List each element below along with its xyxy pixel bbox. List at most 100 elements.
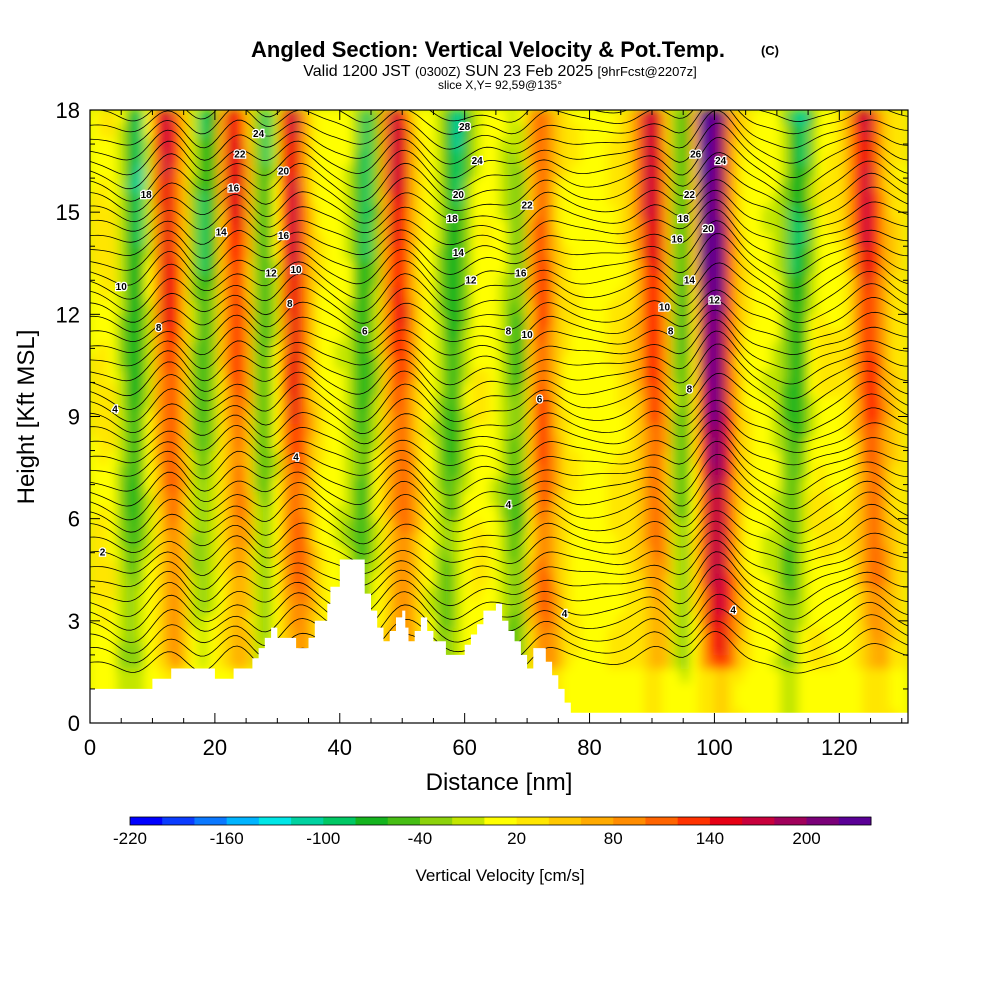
velocity-cell (734, 245, 745, 261)
velocity-cell (253, 272, 264, 288)
velocity-cell (843, 259, 854, 274)
velocity-cell (198, 191, 209, 206)
velocity-cell (643, 368, 655, 383)
velocity-cell (689, 477, 700, 492)
velocity-cell (707, 286, 718, 302)
velocity-cell (244, 123, 255, 138)
velocity-cell (889, 504, 900, 520)
velocity-cell (116, 368, 127, 383)
velocity-cell (843, 313, 854, 329)
velocity-cell (362, 531, 373, 547)
velocity-cell (725, 572, 736, 588)
velocity-cell (816, 354, 827, 370)
velocity-cell (634, 409, 645, 424)
velocity-cell (898, 381, 908, 397)
velocity-cell (234, 586, 246, 601)
velocity-cell (107, 177, 118, 193)
velocity-cell (380, 613, 391, 629)
velocity-cell (216, 341, 227, 356)
velocity-cell (725, 477, 736, 492)
velocity-cell (434, 245, 445, 261)
velocity-cell (371, 422, 382, 438)
velocity-cell (189, 123, 200, 138)
velocity-cell (171, 259, 182, 274)
velocity-cell (353, 177, 364, 193)
velocity-cell (625, 245, 636, 261)
velocity-cell (716, 381, 727, 397)
velocity-cell (407, 163, 418, 179)
velocity-cell (207, 654, 218, 670)
velocity-cell (716, 450, 727, 465)
velocity-cell (407, 286, 418, 302)
velocity-cell (607, 354, 618, 370)
velocity-cell (816, 136, 827, 152)
velocity-cell (643, 436, 655, 452)
velocity-cell (589, 450, 600, 465)
velocity-cell (134, 150, 146, 165)
velocity-cell (771, 272, 782, 288)
velocity-cell (271, 463, 282, 479)
velocity-cell (453, 477, 464, 492)
velocity-cell (852, 395, 864, 411)
velocity-cell (562, 668, 573, 683)
velocity-cell (616, 272, 627, 288)
velocity-cell (843, 545, 854, 561)
velocity-cell (498, 381, 509, 397)
velocity-cell (580, 627, 591, 642)
velocity-cell (653, 518, 664, 533)
velocity-cell (816, 640, 827, 656)
velocity-cell (734, 368, 745, 383)
velocity-cell (752, 245, 764, 261)
theta-contour-label: 16 (228, 183, 240, 194)
velocity-cell (834, 286, 845, 302)
velocity-cell (225, 163, 236, 179)
velocity-cell (734, 463, 745, 479)
velocity-cell (862, 177, 873, 193)
velocity-cell (134, 259, 146, 274)
velocity-cell (534, 191, 545, 206)
velocity-cell (534, 218, 545, 234)
velocity-cell (825, 354, 836, 370)
velocity-cell (325, 110, 336, 125)
velocity-cell (843, 327, 854, 343)
velocity-cell (343, 300, 355, 315)
velocity-cell (625, 218, 636, 234)
velocity-cell (416, 409, 427, 424)
velocity-cell (571, 654, 582, 670)
velocity-cell (752, 531, 764, 547)
velocity-cell (234, 204, 246, 220)
velocity-cell (789, 354, 800, 370)
velocity-cell (362, 477, 373, 492)
velocity-cell (325, 123, 336, 138)
velocity-cell (425, 150, 436, 165)
velocity-cell (453, 599, 464, 615)
velocity-cell (443, 327, 455, 343)
velocity-cell (807, 572, 818, 588)
velocity-cell (180, 613, 191, 629)
velocity-cell (816, 381, 827, 397)
velocity-cell (562, 123, 573, 138)
velocity-cell (180, 436, 191, 452)
velocity-cell (671, 409, 682, 424)
velocity-cell (489, 259, 500, 274)
velocity-cell (280, 300, 291, 315)
velocity-cell (852, 490, 864, 506)
velocity-cell (462, 450, 473, 465)
velocity-cell (153, 654, 164, 670)
velocity-cell (134, 518, 146, 533)
velocity-cell (107, 450, 118, 465)
velocity-cell (716, 490, 727, 506)
velocity-cell (643, 286, 655, 302)
velocity-cell (362, 354, 373, 370)
velocity-cell (871, 177, 882, 193)
velocity-cell (262, 559, 273, 574)
velocity-cell (707, 313, 718, 329)
velocity-cell (90, 177, 100, 193)
velocity-cell (371, 395, 382, 411)
velocity-cell (316, 504, 327, 520)
velocity-cell (816, 627, 827, 642)
velocity-cell (698, 518, 709, 533)
velocity-cell (871, 191, 882, 206)
velocity-cell (353, 354, 364, 370)
theta-contour-line (90, 419, 908, 466)
